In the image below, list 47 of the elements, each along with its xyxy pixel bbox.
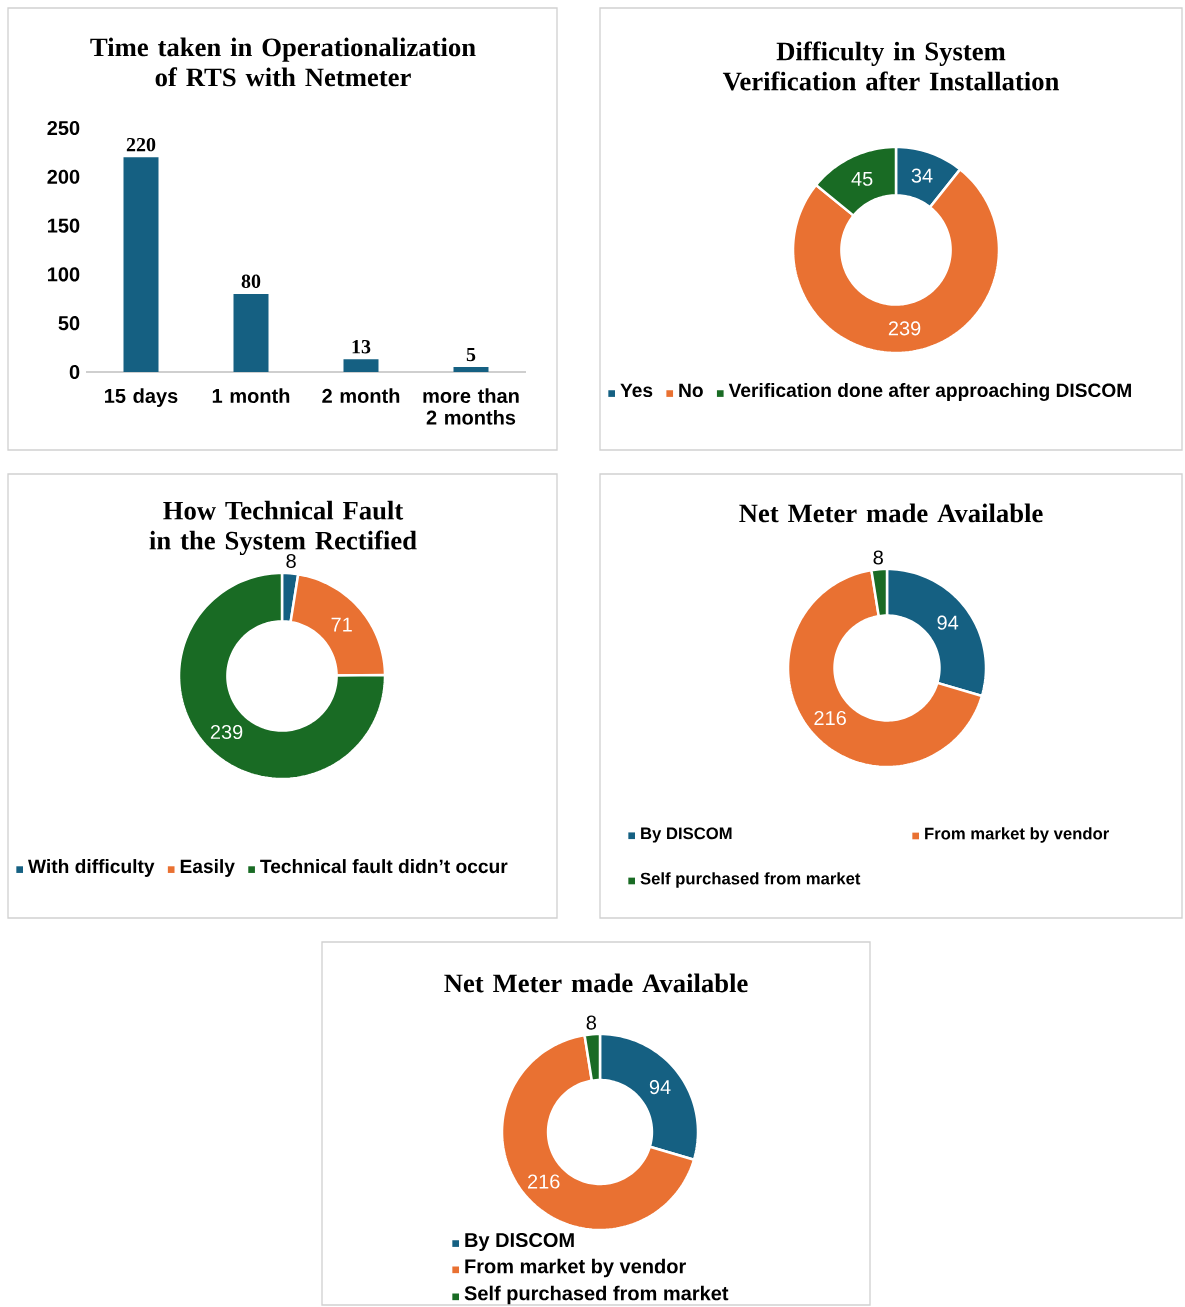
data-label: 8 bbox=[586, 1015, 597, 1030]
y-tick-label: 50 bbox=[58, 316, 80, 331]
data-label: 8 bbox=[873, 550, 883, 565]
y-tick-label: 250 bbox=[47, 120, 80, 136]
legend-label: Self purchased from market bbox=[464, 1285, 729, 1305]
legend-label: With difficulty bbox=[28, 859, 155, 877]
chart-title: Net Meter made Available bbox=[444, 973, 748, 993]
data-label: 239 bbox=[210, 724, 243, 740]
chart-title: How Technical Fault in the System Rectified bbox=[149, 500, 417, 556]
chart-title: Difficulty in System Verification after Installation bbox=[722, 41, 1059, 91]
legend-label: By DISCOM bbox=[465, 1232, 574, 1252]
y-tick-label: 0 bbox=[69, 364, 80, 380]
data-label: 94 bbox=[937, 615, 959, 630]
data-label: 34 bbox=[911, 168, 933, 183]
bar bbox=[343, 359, 379, 372]
legend-label: From market by vendor bbox=[465, 1258, 686, 1278]
legend-label: No bbox=[679, 383, 703, 398]
y-tick-label: 100 bbox=[48, 267, 80, 282]
y-tick-label: 150 bbox=[48, 218, 80, 233]
chart-title: Net Meter made Available bbox=[739, 503, 1043, 523]
data-label: 71 bbox=[331, 617, 352, 632]
data-label: 13 bbox=[352, 339, 371, 354]
x-tick-label: 2 month bbox=[322, 388, 400, 403]
data-label: 5 bbox=[466, 347, 476, 362]
data-label: 216 bbox=[814, 710, 846, 726]
legend-label: From market by vendor bbox=[925, 827, 1109, 843]
legend-label: Self purchased from market bbox=[640, 872, 861, 888]
legend-label: Easily bbox=[180, 859, 235, 877]
data-label: 94 bbox=[649, 1080, 671, 1095]
data-label: 80 bbox=[241, 274, 261, 289]
legend-label: By DISCOM bbox=[641, 827, 732, 843]
chart-title: Time taken in Operationalization of RTS with Netmeter bbox=[90, 37, 476, 87]
bar bbox=[233, 293, 269, 372]
legend-label: Yes bbox=[620, 383, 653, 398]
data-label: 45 bbox=[851, 171, 873, 186]
x-tick-label: more than 2 months bbox=[423, 388, 519, 425]
legend-label: Verification done after approaching DISCOM bbox=[728, 383, 1131, 401]
bar bbox=[123, 157, 159, 372]
bar bbox=[453, 367, 489, 372]
data-label: 220 bbox=[126, 137, 156, 152]
data-label: 216 bbox=[528, 1174, 560, 1189]
y-tick-label: 200 bbox=[47, 169, 80, 184]
data-label: 239 bbox=[888, 321, 921, 336]
x-tick-label: 1 month bbox=[212, 388, 290, 403]
data-label: 8 bbox=[286, 553, 296, 569]
legend-label: Technical fault didn’t occur bbox=[260, 859, 508, 874]
x-tick-label: 15 days bbox=[105, 388, 178, 407]
